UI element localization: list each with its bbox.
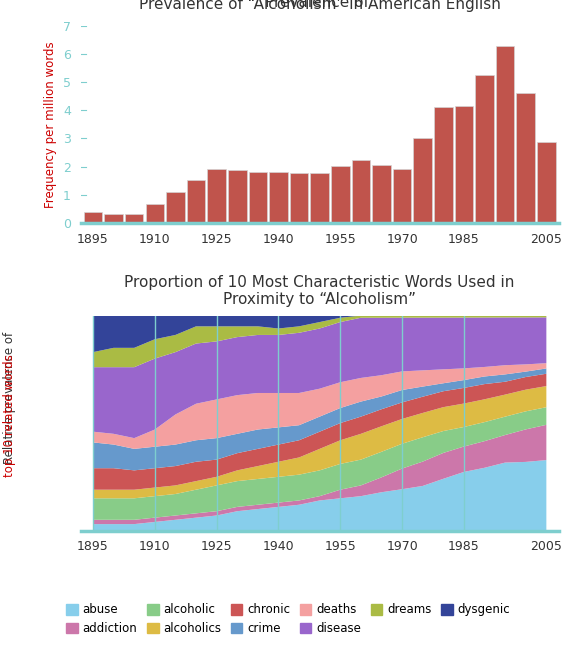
Text: Prevalence of: Prevalence of (266, 0, 374, 10)
Legend: abuse, addiction, alcoholic, alcoholics, chronic, crime, deaths, disease, dreams: abuse, addiction, alcoholic, alcoholics,… (60, 597, 516, 641)
Title: Proportion of 10 Most Characteristic Words Used in
Proximity to “Alcoholism”: Proportion of 10 Most Characteristic Wor… (124, 275, 515, 307)
Bar (249, 172, 267, 223)
Bar (207, 170, 226, 223)
Bar (187, 180, 205, 223)
Bar (290, 173, 308, 223)
Bar (454, 106, 473, 223)
Bar (228, 170, 247, 223)
Text: Relative prevalence of: Relative prevalence of (3, 332, 31, 464)
Bar (475, 75, 494, 223)
Text: top 10 related words: top 10 related words (3, 354, 16, 477)
Bar (496, 47, 514, 223)
Bar (517, 93, 535, 223)
Bar (269, 172, 288, 223)
Bar (537, 142, 556, 223)
Bar (125, 214, 143, 223)
Bar (414, 138, 432, 223)
Text: Prevalence of “Alcoholism” in American English: Prevalence of “Alcoholism” in American E… (139, 0, 501, 12)
Bar (434, 107, 453, 223)
Bar (372, 164, 391, 223)
Bar (84, 212, 103, 223)
Y-axis label: Frequency per million words: Frequency per million words (44, 41, 58, 208)
Bar (351, 160, 370, 223)
Bar (393, 169, 411, 223)
Bar (166, 192, 185, 223)
Bar (310, 173, 329, 223)
Bar (104, 214, 123, 223)
Bar (331, 166, 350, 223)
Bar (146, 204, 164, 223)
